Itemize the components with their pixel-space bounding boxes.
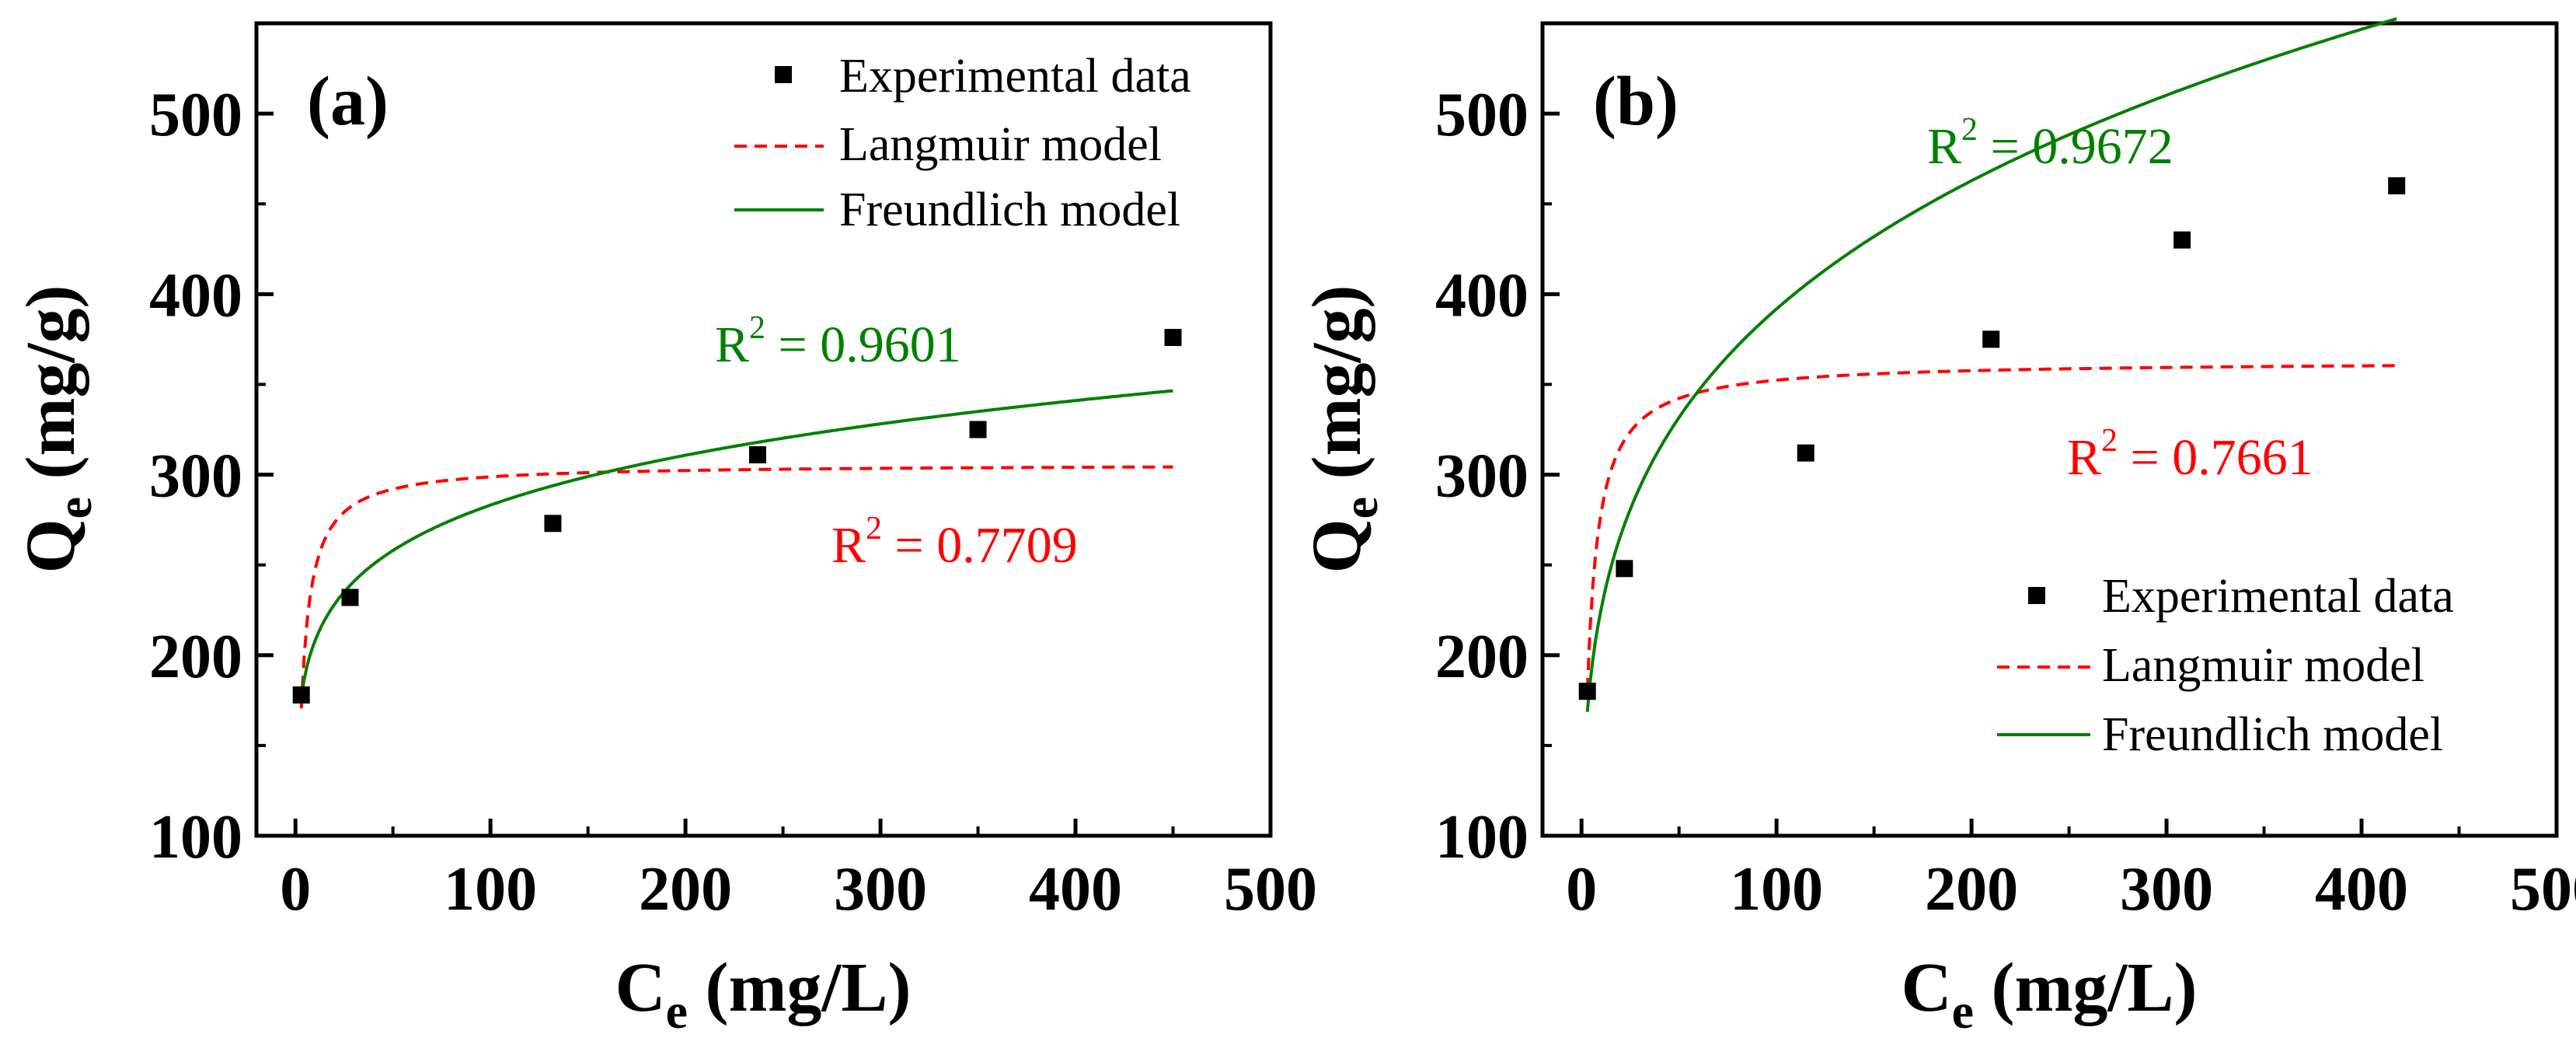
legend-label-freundlich: Freundlich model — [839, 183, 1180, 236]
x-tick-label: 400 — [1029, 855, 1122, 924]
y-axis-ticks: 100 200 300 400 500 — [149, 81, 274, 872]
y-axis-ticks: 100 200 300 400 500 — [1435, 81, 1560, 872]
legend-marker-experimental — [2028, 587, 2045, 604]
x-tick-label: 0 — [1566, 855, 1597, 924]
r2-langmuir: R2 = 0.7709 — [831, 511, 1078, 574]
x-tick-label: 300 — [834, 855, 927, 924]
legend-label-freundlich: Freundlich model — [2102, 708, 2443, 761]
x-axis-title: Ce (mg/L) — [1901, 949, 2198, 1039]
x-tick-label: 100 — [1730, 855, 1823, 924]
x-axis-title: Ce (mg/L) — [615, 949, 912, 1039]
y-tick-label: 200 — [149, 623, 242, 691]
legend-label-experimental: Experimental data — [2102, 570, 2454, 623]
y-tick-label: 400 — [149, 261, 242, 330]
y-axis-title: Qe (mg/g) — [1298, 285, 1388, 574]
langmuir-curve — [299, 465, 1173, 709]
legend-label-langmuir: Langmuir model — [839, 118, 1162, 171]
x-tick-label: 400 — [2315, 855, 2408, 924]
legend-label-experimental: Experimental data — [839, 50, 1191, 103]
experimental-points — [1578, 177, 2406, 700]
y-tick-label: 100 — [1435, 803, 1529, 872]
model-curves — [1585, 17, 2397, 712]
x-tick-label: 0 — [280, 855, 311, 924]
data-point — [1164, 329, 1182, 347]
y-tick-label: 500 — [1435, 81, 1529, 149]
x-tick-label: 300 — [2120, 855, 2213, 924]
data-point — [1578, 683, 1596, 700]
x-tick-label: 500 — [2510, 855, 2576, 924]
legend: Experimental data Langmuir model Freundl… — [1997, 570, 2454, 761]
x-tick-label: 500 — [1224, 855, 1317, 924]
y-tick-label: 100 — [149, 803, 242, 872]
x-tick-label: 200 — [639, 855, 732, 924]
plot-frame — [1540, 21, 2559, 838]
model-curves — [299, 389, 1173, 709]
panel-label: (a) — [307, 63, 389, 140]
data-point — [1616, 560, 1633, 578]
r2-freundlich: R2 = 0.9672 — [1927, 112, 2173, 175]
data-point — [292, 686, 310, 704]
x-axis-ticks: 0 100 200 300 400 500 — [1566, 819, 2576, 924]
y-tick-label: 300 — [1435, 442, 1529, 511]
data-point — [1797, 444, 1814, 462]
x-tick-label: 200 — [1925, 855, 2018, 924]
data-point — [1982, 330, 2000, 348]
r2-freundlich: R2 = 0.9601 — [715, 310, 961, 373]
x-tick-label: 100 — [444, 855, 537, 924]
r2-langmuir: R2 = 0.7661 — [2067, 423, 2313, 486]
y-axis-title: Qe (mg/g) — [12, 285, 102, 574]
freundlich-curve — [299, 389, 1173, 697]
data-point — [341, 589, 359, 606]
langmuir-curve — [1585, 364, 2397, 690]
panel-a: 0 100 200 300 400 500 100 200 300 400 500 (a) Exp… — [12, 21, 1317, 1039]
data-point — [2173, 231, 2191, 249]
y-tick-label: 200 — [1435, 623, 1529, 691]
plot-frame — [254, 21, 1273, 838]
legend-marker-experimental — [775, 66, 792, 83]
freundlich-curve — [1585, 17, 2397, 712]
legend: Experimental data Langmuir model Freundl… — [734, 50, 1191, 236]
y-tick-label: 400 — [1435, 261, 1529, 330]
data-point — [748, 446, 766, 464]
data-point — [2388, 177, 2406, 194]
data-point — [544, 515, 562, 533]
experimental-points — [292, 329, 1182, 704]
panel-b: 0 100 200 300 400 500 100 200 300 400 500 (b) R2 … — [1298, 17, 2576, 1039]
panel-label: (b) — [1593, 63, 1678, 140]
y-tick-label: 300 — [149, 442, 242, 511]
y-tick-label: 500 — [149, 81, 242, 149]
data-point — [969, 421, 987, 438]
legend-label-langmuir: Langmuir model — [2102, 639, 2424, 692]
x-axis-ticks: 0 100 200 300 400 500 — [280, 819, 1317, 924]
